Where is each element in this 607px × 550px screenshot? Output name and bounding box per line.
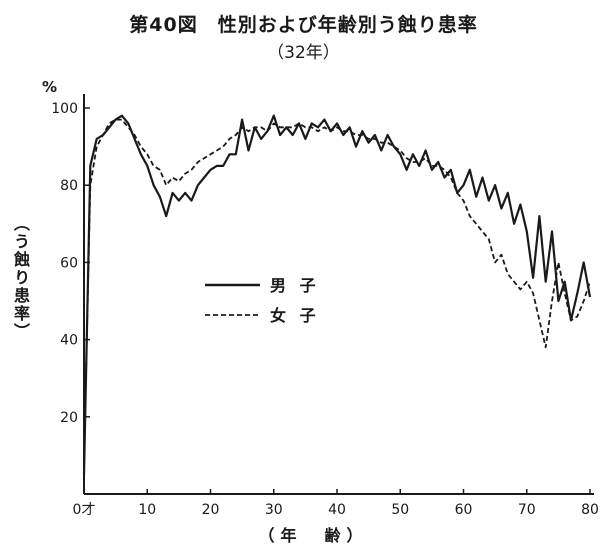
x-tick-label: 30 bbox=[265, 502, 283, 518]
y-tick-label: 80 bbox=[60, 178, 78, 194]
series-line-male bbox=[82, 114, 592, 475]
x-tick-label: 80 bbox=[581, 502, 599, 518]
x-axis-label: （年 齢） bbox=[258, 526, 369, 545]
y-tick-label: 60 bbox=[60, 255, 78, 271]
legend-label: 女 子 bbox=[270, 306, 320, 325]
x-tick-label: 40 bbox=[328, 502, 346, 518]
x-tick-label: 10 bbox=[138, 502, 156, 518]
legend-label: 男 子 bbox=[270, 276, 320, 295]
x-tick-label: 60 bbox=[455, 502, 473, 518]
series-line-female bbox=[83, 118, 591, 464]
x-tick-label: 20 bbox=[202, 502, 220, 518]
x-tick-label: 0才 bbox=[73, 502, 96, 518]
y-axis-unit: % bbox=[42, 78, 58, 96]
y-axis-label: （う蝕り患率） bbox=[11, 215, 30, 341]
y-tick-label: 100 bbox=[51, 101, 78, 117]
x-tick-label: 70 bbox=[518, 502, 536, 518]
chart-subtitle: （32年） bbox=[267, 43, 340, 63]
y-tick-label: 20 bbox=[60, 410, 78, 426]
x-tick-label: 50 bbox=[391, 502, 409, 518]
chart-title: 第40図 性別および年齢別う蝕り患率 bbox=[129, 14, 478, 36]
y-tick-label: 40 bbox=[60, 333, 78, 349]
